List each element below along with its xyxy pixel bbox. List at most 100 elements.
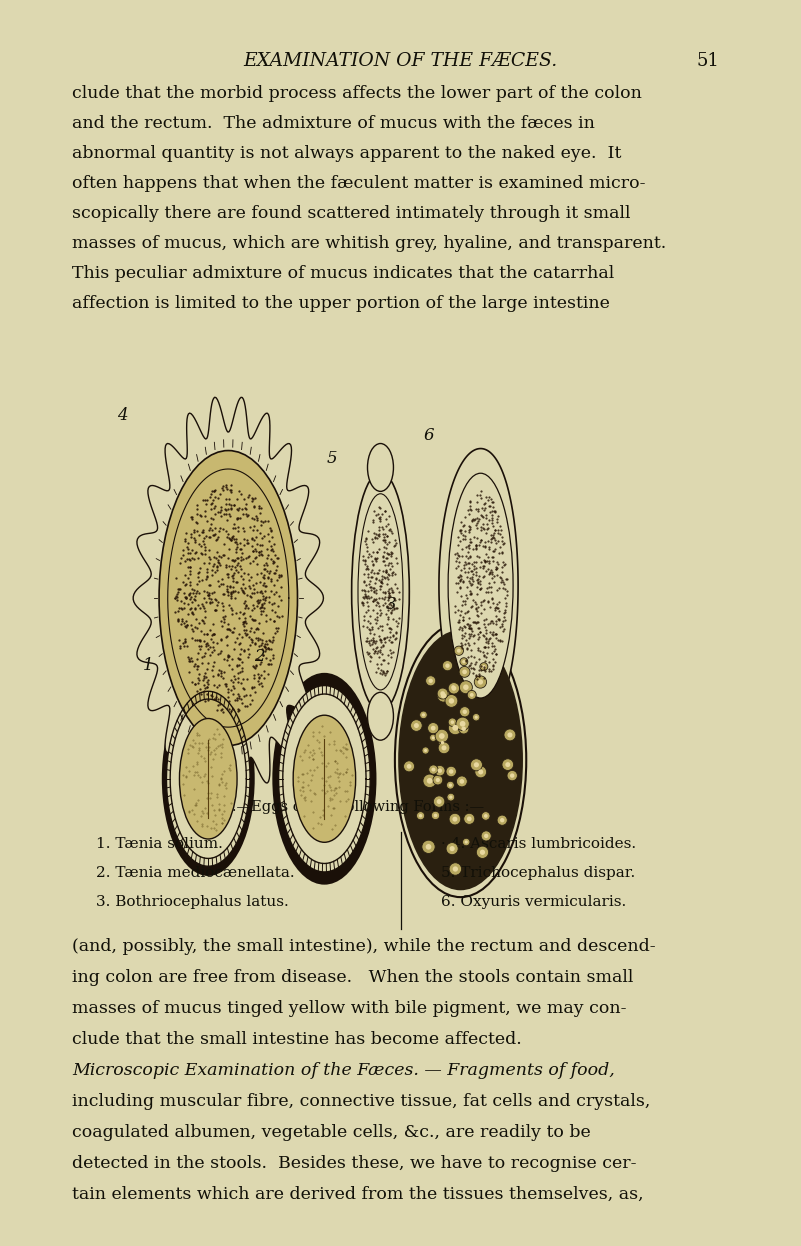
Ellipse shape <box>475 766 487 778</box>
Ellipse shape <box>446 781 454 789</box>
Ellipse shape <box>449 721 462 735</box>
Ellipse shape <box>464 814 475 825</box>
Ellipse shape <box>159 451 297 745</box>
Ellipse shape <box>462 669 467 674</box>
Text: coagulated albumen, vegetable cells, &c., are readily to be: coagulated albumen, vegetable cells, &c.… <box>72 1124 591 1141</box>
Ellipse shape <box>423 774 437 787</box>
Ellipse shape <box>484 834 489 839</box>
Ellipse shape <box>462 839 470 846</box>
Ellipse shape <box>422 713 425 716</box>
Text: 3: 3 <box>386 596 396 613</box>
Ellipse shape <box>470 759 482 771</box>
Ellipse shape <box>439 733 445 739</box>
Ellipse shape <box>507 770 517 781</box>
Ellipse shape <box>473 714 480 721</box>
Ellipse shape <box>474 715 477 719</box>
Ellipse shape <box>441 745 446 750</box>
Text: scopically there are found scattered intimately through it small: scopically there are found scattered int… <box>72 206 630 222</box>
Ellipse shape <box>438 743 450 754</box>
Text: · 4. Ascaris lumbricoides.: · 4. Ascaris lumbricoides. <box>441 837 636 851</box>
Ellipse shape <box>441 693 446 699</box>
Text: 2: 2 <box>254 648 264 665</box>
Ellipse shape <box>477 846 489 858</box>
Ellipse shape <box>431 725 436 730</box>
Ellipse shape <box>429 734 437 741</box>
Ellipse shape <box>398 629 523 890</box>
Ellipse shape <box>439 739 446 746</box>
Ellipse shape <box>417 811 425 820</box>
Ellipse shape <box>434 765 445 776</box>
Ellipse shape <box>293 715 356 842</box>
Ellipse shape <box>441 741 444 744</box>
Ellipse shape <box>449 683 460 694</box>
Ellipse shape <box>432 768 436 771</box>
Ellipse shape <box>411 720 422 731</box>
Text: Microscopic Examination of the Fæces. — Fragments of food,: Microscopic Examination of the Fæces. — … <box>72 1062 615 1079</box>
Ellipse shape <box>272 673 376 885</box>
Ellipse shape <box>446 766 457 776</box>
Ellipse shape <box>460 779 465 784</box>
Ellipse shape <box>510 774 514 778</box>
Ellipse shape <box>437 799 441 804</box>
Ellipse shape <box>436 778 440 782</box>
Ellipse shape <box>451 685 455 689</box>
Ellipse shape <box>414 723 419 728</box>
Ellipse shape <box>481 831 491 841</box>
Text: 1: 1 <box>143 657 154 674</box>
Ellipse shape <box>478 770 483 775</box>
Ellipse shape <box>457 649 461 653</box>
Ellipse shape <box>451 720 454 724</box>
Text: 6: 6 <box>423 426 434 444</box>
Text: masses of mucus, which are whitish grey, hyaline, and transparent.: masses of mucus, which are whitish grey,… <box>72 235 666 252</box>
Ellipse shape <box>456 718 469 730</box>
Ellipse shape <box>442 660 453 670</box>
Ellipse shape <box>477 679 483 684</box>
Ellipse shape <box>279 685 370 872</box>
Ellipse shape <box>463 684 469 690</box>
Ellipse shape <box>449 698 454 704</box>
Ellipse shape <box>449 814 461 825</box>
Text: 51: 51 <box>697 52 720 70</box>
Text: 3. Bothriocephalus latus.: 3. Bothriocephalus latus. <box>96 895 289 910</box>
Ellipse shape <box>395 623 526 897</box>
Text: 1. Tænia solium.: 1. Tænia solium. <box>96 837 223 851</box>
Ellipse shape <box>437 689 450 701</box>
Polygon shape <box>133 397 324 799</box>
Ellipse shape <box>441 692 445 697</box>
Ellipse shape <box>445 663 449 668</box>
Ellipse shape <box>368 693 393 740</box>
Ellipse shape <box>470 693 473 697</box>
Ellipse shape <box>452 685 457 690</box>
Ellipse shape <box>459 680 473 694</box>
Ellipse shape <box>352 472 409 711</box>
Ellipse shape <box>500 819 505 822</box>
Text: often happens that when the fæculent matter is examined micro-: often happens that when the fæculent mat… <box>72 174 646 192</box>
Ellipse shape <box>504 729 516 741</box>
Ellipse shape <box>428 723 439 734</box>
Ellipse shape <box>368 444 393 491</box>
Ellipse shape <box>422 840 435 854</box>
Ellipse shape <box>505 763 510 768</box>
Ellipse shape <box>446 842 458 855</box>
Ellipse shape <box>420 711 427 719</box>
Ellipse shape <box>460 658 468 665</box>
Ellipse shape <box>458 724 469 734</box>
Ellipse shape <box>433 796 445 807</box>
Ellipse shape <box>462 660 465 663</box>
Ellipse shape <box>454 647 464 655</box>
Ellipse shape <box>465 841 468 844</box>
Text: ing colon are free from disease.   When the stools contain small: ing colon are free from disease. When th… <box>72 969 634 986</box>
Ellipse shape <box>407 764 412 769</box>
Ellipse shape <box>449 718 457 726</box>
Text: EXAMINATION OF THE FÆCES.: EXAMINATION OF THE FÆCES. <box>244 52 557 70</box>
Ellipse shape <box>449 795 453 799</box>
Ellipse shape <box>480 850 485 855</box>
Ellipse shape <box>433 814 437 817</box>
Ellipse shape <box>484 814 488 817</box>
Ellipse shape <box>457 776 467 786</box>
Ellipse shape <box>449 683 457 692</box>
Text: clude that the small intestine has become affected.: clude that the small intestine has becom… <box>72 1030 521 1048</box>
Text: 6. Oxyuris vermicularis.: 6. Oxyuris vermicularis. <box>441 895 626 910</box>
Text: abnormal quantity is not always apparent to the naked eye.  It: abnormal quantity is not always apparent… <box>72 145 622 162</box>
Text: Fig. 8.—Eggs of the following Forms :—: Fig. 8.—Eggs of the following Forms :— <box>189 800 484 814</box>
